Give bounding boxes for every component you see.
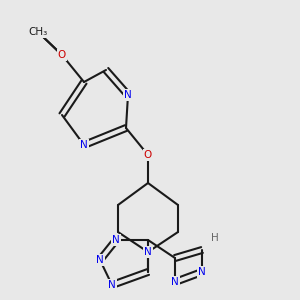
Text: H: H [211,233,219,243]
Text: N: N [108,280,116,290]
Text: N: N [144,247,152,257]
Text: N: N [96,255,104,265]
Text: CH₃: CH₃ [28,27,48,37]
Text: N: N [124,90,132,100]
Text: N: N [171,277,179,287]
Text: N: N [112,235,120,245]
Text: O: O [144,150,152,160]
Text: O: O [58,50,66,60]
Text: N: N [80,140,88,150]
Text: N: N [198,267,206,277]
